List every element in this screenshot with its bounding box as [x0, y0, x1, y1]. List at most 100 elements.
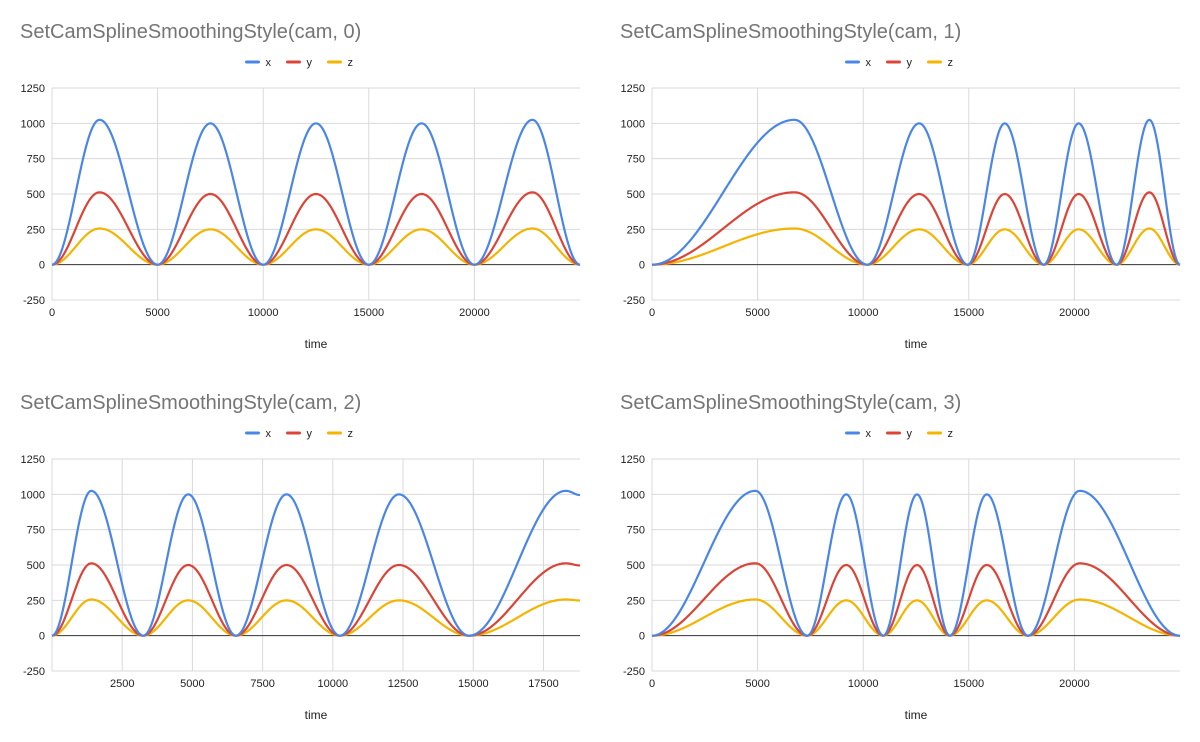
legend-label-z: z — [348, 428, 354, 440]
x-axis-label: time — [905, 337, 928, 351]
y-tick-label: 250 — [27, 224, 45, 236]
series-line-x — [51, 118, 581, 266]
x-tick-label: 7500 — [250, 678, 274, 690]
legend-label-z: z — [948, 428, 954, 440]
legend-label-y: y — [307, 57, 313, 69]
x-tick-label: 5000 — [745, 307, 769, 319]
y-tick-label: 750 — [627, 154, 645, 166]
legend-label-y: y — [907, 57, 913, 69]
legend-item-y: y — [886, 428, 913, 440]
series-line-z — [651, 598, 1181, 637]
series-line-z — [651, 227, 1181, 266]
y-tick-label: 1250 — [21, 83, 45, 95]
chart-svg-3: SetCamSplineSmoothingStyle(cam, 3) x y z -25… — [620, 392, 1181, 722]
x-tick-label: 5000 — [180, 678, 204, 690]
chart-title: SetCamSplineSmoothingStyle(cam, 2) — [20, 392, 361, 414]
x-axis-label: time — [305, 708, 328, 722]
legend-label-x: x — [266, 428, 272, 440]
x-tick-label: 0 — [49, 307, 55, 319]
legend-label-z: z — [948, 57, 954, 69]
chart-title: SetCamSplineSmoothingStyle(cam, 0) — [20, 21, 361, 43]
series-line-x — [51, 489, 581, 637]
legend-label-x: x — [866, 428, 872, 440]
series-line-x — [651, 118, 1181, 266]
x-tick-label: 12500 — [388, 678, 419, 690]
y-tick-label: 0 — [39, 260, 45, 272]
x-tick-label: 17500 — [528, 678, 559, 690]
x-tick-label: 20000 — [1059, 678, 1090, 690]
y-tick-label: 0 — [639, 260, 645, 272]
legend-item-z: z — [327, 57, 353, 69]
x-tick-label: 15000 — [354, 307, 385, 319]
legend: x y z — [245, 428, 354, 440]
y-tick-label: -250 — [623, 666, 645, 678]
y-tick-label: -250 — [23, 295, 45, 307]
y-tick-label: 500 — [27, 560, 45, 572]
x-tick-label: 10000 — [248, 307, 279, 319]
y-tick-label: 1000 — [621, 118, 645, 130]
y-tick-label: 500 — [627, 560, 645, 572]
x-tick-label: 0 — [649, 307, 655, 319]
legend: x y z — [845, 428, 954, 440]
y-tick-label: 500 — [27, 189, 45, 201]
x-tick-label: 15000 — [954, 678, 985, 690]
y-tick-label: 750 — [627, 525, 645, 537]
legend-label-x: x — [866, 57, 872, 69]
legend-item-z: z — [927, 57, 954, 69]
y-tick-label: 250 — [27, 595, 45, 607]
legend-item-y: y — [286, 428, 313, 440]
x-tick-label: 5000 — [145, 307, 169, 319]
x-tick-label: 20000 — [1059, 307, 1090, 319]
series-line-y — [51, 191, 581, 266]
legend-label-y: y — [907, 428, 913, 440]
y-tick-label: 1000 — [21, 118, 45, 130]
legend-item-z: z — [927, 428, 954, 440]
series-line-y — [651, 191, 1181, 266]
legend-item-y: y — [286, 57, 313, 69]
legend-label-y: y — [307, 428, 313, 440]
x-tick-label: 0 — [649, 678, 655, 690]
legend-item-x: x — [245, 57, 272, 69]
chart-svg-1: SetCamSplineSmoothingStyle(cam, 1) x y z -25… — [620, 21, 1181, 351]
x-tick-label: 15000 — [954, 307, 985, 319]
chart-svg-0: SetCamSplineSmoothingStyle(cam, 0) x y z -25… — [20, 21, 581, 351]
y-tick-label: 1000 — [621, 489, 645, 501]
x-tick-label: 5000 — [745, 678, 769, 690]
legend-label-x: x — [266, 57, 272, 69]
y-tick-label: 1250 — [621, 83, 645, 95]
series-line-y — [651, 562, 1181, 637]
chart-panel-1: SetCamSplineSmoothingStyle(cam, 1) x y z -25… — [600, 0, 1200, 371]
legend-item-x: x — [845, 428, 872, 440]
chart-panel-3: SetCamSplineSmoothingStyle(cam, 3) x y z -25… — [600, 371, 1200, 742]
y-tick-label: 0 — [639, 631, 645, 643]
x-tick-label: 15000 — [458, 678, 489, 690]
x-tick-label: 20000 — [459, 307, 490, 319]
legend: x y z — [245, 57, 353, 69]
chart-panel-2: SetCamSplineSmoothingStyle(cam, 2) x y z -25… — [0, 371, 600, 742]
x-axis-label: time — [305, 337, 328, 351]
y-tick-label: 250 — [627, 224, 645, 236]
legend-item-z: z — [327, 428, 354, 440]
x-tick-label: 10000 — [318, 678, 349, 690]
y-tick-label: -250 — [23, 666, 45, 678]
legend-item-y: y — [886, 57, 913, 69]
chart-panel-0: SetCamSplineSmoothingStyle(cam, 0) x y z -25… — [0, 0, 600, 371]
y-tick-label: 750 — [27, 525, 45, 537]
chart-title: SetCamSplineSmoothingStyle(cam, 3) — [620, 392, 961, 414]
chart-title: SetCamSplineSmoothingStyle(cam, 1) — [620, 21, 961, 43]
legend: x y z — [845, 57, 954, 69]
series-line-z — [51, 227, 581, 266]
x-tick-label: 10000 — [848, 678, 879, 690]
y-tick-label: 500 — [627, 189, 645, 201]
y-tick-label: 1000 — [21, 489, 45, 501]
x-tick-label: 2500 — [110, 678, 134, 690]
y-tick-label: 1250 — [21, 454, 45, 466]
y-tick-label: 1250 — [621, 454, 645, 466]
y-tick-label: 750 — [27, 154, 45, 166]
chart-svg-2: SetCamSplineSmoothingStyle(cam, 2) x y z -25… — [20, 392, 581, 722]
x-axis-label: time — [905, 708, 928, 722]
y-tick-label: 0 — [39, 631, 45, 643]
y-tick-label: 250 — [627, 595, 645, 607]
x-tick-label: 10000 — [848, 307, 879, 319]
